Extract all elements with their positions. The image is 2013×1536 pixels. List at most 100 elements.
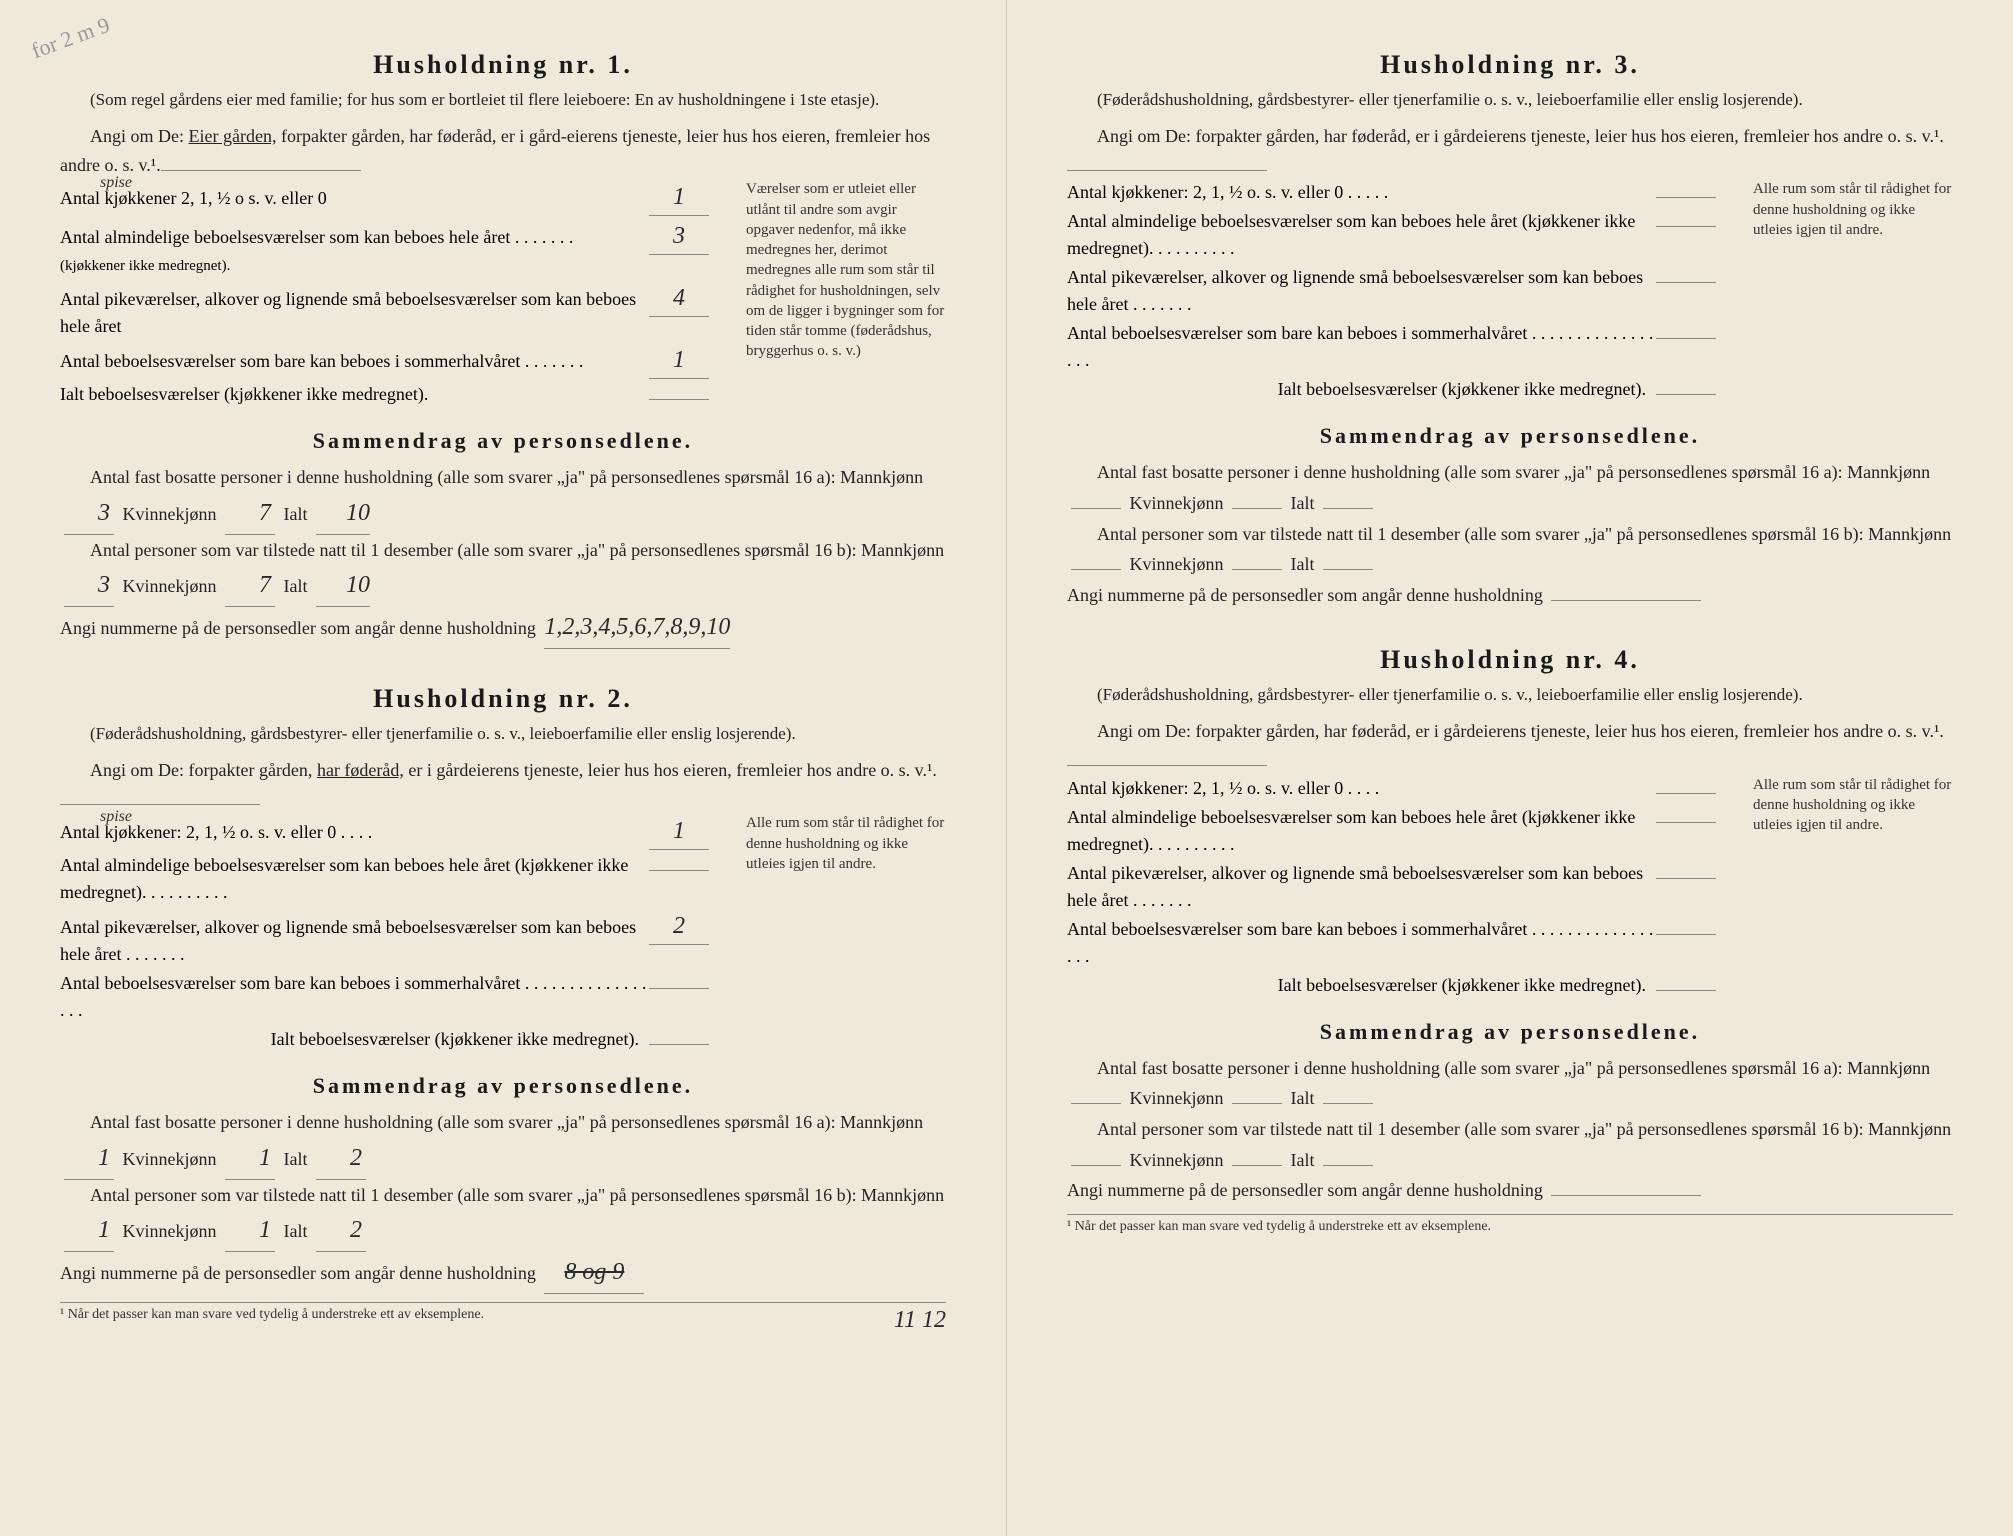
- row3-alm-val: [1656, 226, 1716, 227]
- h3-sum1-i: [1323, 508, 1373, 509]
- h4-sum1-i: [1323, 1103, 1373, 1104]
- household-3-sidenote: Alle rum som står til rådighet for denne…: [1731, 179, 1953, 405]
- row2-kjokkener-val: 1: [649, 813, 709, 850]
- row2-ialt-label: Ialt beboelsesværelser (kjøkkener ikke m…: [60, 1026, 649, 1053]
- household-4: Husholdning nr. 4. (Føderådshusholdning,…: [1067, 645, 1953, 1234]
- household-1-angi: Angi om De: Eier gården, forpakter gårde…: [60, 122, 946, 180]
- household-3-summary2: Antal personer som var tilstede natt til…: [1067, 519, 1953, 580]
- household-4-summary-title: Sammendrag av personsedlene.: [1067, 1019, 1953, 1045]
- row3-pike-val: [1656, 282, 1716, 283]
- h2-sum2-m: 1: [64, 1210, 114, 1252]
- h2-sum1-m: 1: [64, 1138, 114, 1180]
- household-2-rows: Antal kjøkkener: 2, 1, ½ o. s. v. eller …: [60, 813, 946, 1055]
- row4-ialt-val: [1656, 990, 1716, 991]
- hw-note-2: spise: [70, 804, 132, 830]
- sum1-i: 10: [316, 493, 370, 535]
- h2-sum2-i: 2: [316, 1210, 366, 1252]
- household-3-intro: (Føderådshusholdning, gårdsbestyrer- ell…: [1067, 88, 1953, 112]
- row-kjokkener-label: Antal kjøkkener 2, 1, ½ o s. v. eller 0: [60, 185, 649, 212]
- sum1-k: 7: [225, 493, 275, 535]
- row4-sommer-val: [1656, 934, 1716, 935]
- row-pike-val: 4: [649, 280, 709, 317]
- footnote-left: ¹ Når det passer kan man svare ved tydel…: [60, 1302, 946, 1323]
- row2-alm-val: [649, 870, 709, 871]
- row2-pike-val: 2: [649, 908, 709, 945]
- household-4-angi: Angi om De: forpakter gården, har føderå…: [1067, 717, 1953, 775]
- row3-ialt-label: Ialt beboelsesværelser (kjøkkener ikke m…: [1067, 376, 1656, 403]
- row4-ialt-label: Ialt beboelsesværelser (kjøkkener ikke m…: [1067, 972, 1656, 999]
- footnote-right: ¹ Når det passer kan man svare ved tydel…: [1067, 1214, 1953, 1235]
- row-alm-val: 3: [649, 218, 709, 255]
- household-3-title: Husholdning nr. 3.: [1067, 50, 1953, 80]
- h3-sum2-k: [1232, 569, 1282, 570]
- row3-sommer-val: [1656, 338, 1716, 339]
- household-3-rows: Antal kjøkkener: 2, 1, ½ o. s. v. eller …: [1067, 179, 1953, 405]
- sum2-i: 10: [316, 565, 370, 607]
- household-4-intro: (Føderådshusholdning, gårdsbestyrer- ell…: [1067, 683, 1953, 707]
- row2-sommer-val: [649, 988, 709, 989]
- h4-sum1-m: [1071, 1103, 1121, 1104]
- h4-sum1-k: [1232, 1103, 1282, 1104]
- row4-pike-label: Antal pikeværelser, alkover og lignende …: [1067, 860, 1656, 914]
- nummer-val-1: 1,2,3,4,5,6,7,8,9,10: [544, 607, 730, 649]
- row-ialt-label: Ialt beboelsesværelser (kjøkkener ikke m…: [60, 381, 649, 408]
- household-1-title: Husholdning nr. 1.: [60, 50, 946, 80]
- household-2-summary1: Antal fast bosatte personer i denne hush…: [60, 1107, 946, 1179]
- h4-sum2-k: [1232, 1165, 1282, 1166]
- household-4-title: Husholdning nr. 4.: [1067, 645, 1953, 675]
- household-2-summary2: Antal personer som var tilstede natt til…: [60, 1180, 946, 1252]
- row2-kjokkener-label: Antal kjøkkener: 2, 1, ½ o. s. v. eller …: [60, 819, 649, 846]
- nummer-val-3: [1551, 600, 1701, 601]
- row-sommer-val: 1: [649, 342, 709, 379]
- household-2-title: Husholdning nr. 2.: [60, 684, 946, 714]
- household-1-summary2: Antal personer som var tilstede natt til…: [60, 535, 946, 607]
- row4-pike-val: [1656, 878, 1716, 879]
- row3-pike-label: Antal pikeværelser, alkover og lignende …: [1067, 264, 1656, 318]
- household-2: Husholdning nr. 2. (Føderådshusholdning,…: [60, 684, 946, 1323]
- row4-alm-label: Antal almindelige beboelsesværelser som …: [1067, 804, 1656, 858]
- row4-kjokkener-val: [1656, 793, 1716, 794]
- row-kjokkener-val: 1: [649, 179, 709, 216]
- angi-underlined-1: Eier gården,: [189, 126, 277, 146]
- row2-pike-label: Antal pikeværelser, alkover og lignende …: [60, 914, 649, 968]
- household-3-summary1: Antal fast bosatte personer i denne hush…: [1067, 457, 1953, 518]
- household-1-rows: Antal kjøkkener 2, 1, ½ o s. v. eller 01…: [60, 179, 946, 410]
- row2-ialt-val: [649, 1044, 709, 1045]
- sum1-m: 3: [64, 493, 114, 535]
- household-2-nummer: Angi nummerne på de personsedler som ang…: [60, 1252, 946, 1294]
- h3-sum1-m: [1071, 508, 1121, 509]
- household-4-summary1: Antal fast bosatte personer i denne hush…: [1067, 1053, 1953, 1114]
- row-alm-label: Antal almindelige beboelsesværelser som …: [60, 224, 649, 278]
- row2-sommer-label: Antal beboelsesværelser som bare kan beb…: [60, 970, 649, 1024]
- angi-underlined-2: har føderåd,: [317, 760, 404, 780]
- row3-sommer-label: Antal beboelsesværelser som bare kan beb…: [1067, 320, 1656, 374]
- right-page: Husholdning nr. 3. (Føderådshusholdning,…: [1007, 0, 2013, 1536]
- h3-sum2-i: [1323, 569, 1373, 570]
- nummer-val-4: [1551, 1195, 1701, 1196]
- row-ialt-val: [649, 399, 709, 400]
- page-container: for 2 m 9 Husholdning nr. 1. (Som regel …: [0, 0, 2013, 1536]
- h3-sum1-k: [1232, 508, 1282, 509]
- h2-sum1-i: 2: [316, 1138, 366, 1180]
- household-1-intro: (Som regel gårdens eier med familie; for…: [60, 88, 946, 112]
- row-pike-label: Antal pikeværelser, alkover og lignende …: [60, 286, 649, 340]
- household-2-intro: (Føderådshusholdning, gårdsbestyrer- ell…: [60, 722, 946, 746]
- household-2-sidenote: Alle rum som står til rådighet for denne…: [724, 813, 946, 1055]
- household-4-nummer: Angi nummerne på de personsedler som ang…: [1067, 1175, 1953, 1206]
- row3-kjokkener-label: Antal kjøkkener: 2, 1, ½ o. s. v. eller …: [1067, 179, 1656, 206]
- sum2-m: 3: [64, 565, 114, 607]
- nummer-val-2b: 11 12: [894, 1307, 946, 1334]
- household-1-summary1: Antal fast bosatte personer i denne hush…: [60, 462, 946, 534]
- household-3-nummer: Angi nummerne på de personsedler som ang…: [1067, 580, 1953, 611]
- row3-kjokkener-val: [1656, 197, 1716, 198]
- household-1-summary-title: Sammendrag av personsedlene.: [60, 428, 946, 454]
- row4-sommer-label: Antal beboelsesværelser som bare kan beb…: [1067, 916, 1656, 970]
- household-1: Husholdning nr. 1. (Som regel gårdens ei…: [60, 50, 946, 649]
- row-sommer-label: Antal beboelsesværelser som bare kan beb…: [60, 348, 649, 375]
- h3-sum2-m: [1071, 569, 1121, 570]
- household-4-rows: Antal kjøkkener: 2, 1, ½ o. s. v. eller …: [1067, 775, 1953, 1001]
- household-1-sidenote: Værelser som er utleiet eller utlånt til…: [724, 179, 946, 410]
- row3-alm-label: Antal almindelige beboelsesværelser som …: [1067, 208, 1656, 262]
- row3-ialt-val: [1656, 394, 1716, 395]
- household-3-angi: Angi om De: forpakter gården, har føderå…: [1067, 122, 1953, 180]
